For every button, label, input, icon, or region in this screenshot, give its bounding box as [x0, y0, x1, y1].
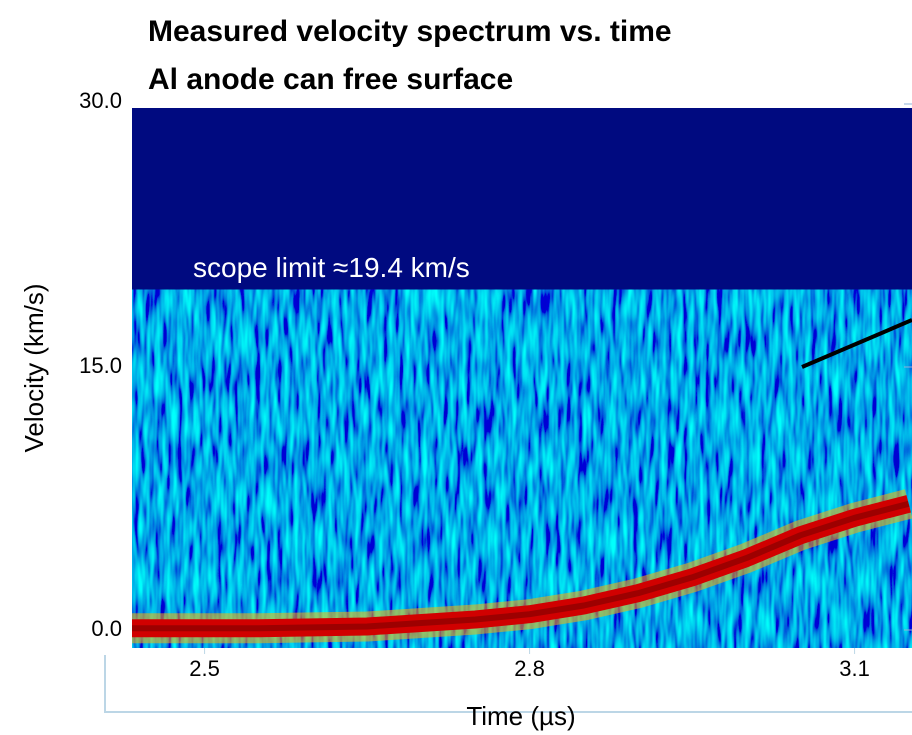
axis-bracket [104, 655, 912, 713]
chart-title: Measured velocity spectrum vs. time [148, 15, 672, 48]
plot-area [132, 108, 912, 648]
annotation: scope limit ≈19.4 km/s [193, 252, 470, 283]
x-tick-label: 3.1 [839, 656, 870, 681]
x-axis-label: Time (µs) [466, 701, 575, 731]
pointer-line [801, 318, 912, 369]
ridge-core [132, 500, 910, 632]
y-tick-label: 30.0 [79, 88, 122, 113]
y-tick-label: 0.0 [91, 616, 122, 641]
noise-region [132, 289, 912, 648]
chart-subtitle: Al anode can free surface [148, 63, 513, 96]
x-tick-label: 2.8 [514, 656, 545, 681]
x-tick-label: 2.5 [189, 656, 220, 681]
y-axis-label: Velocity (km/s) [19, 283, 49, 452]
y-tick-label: 15.0 [79, 353, 122, 378]
